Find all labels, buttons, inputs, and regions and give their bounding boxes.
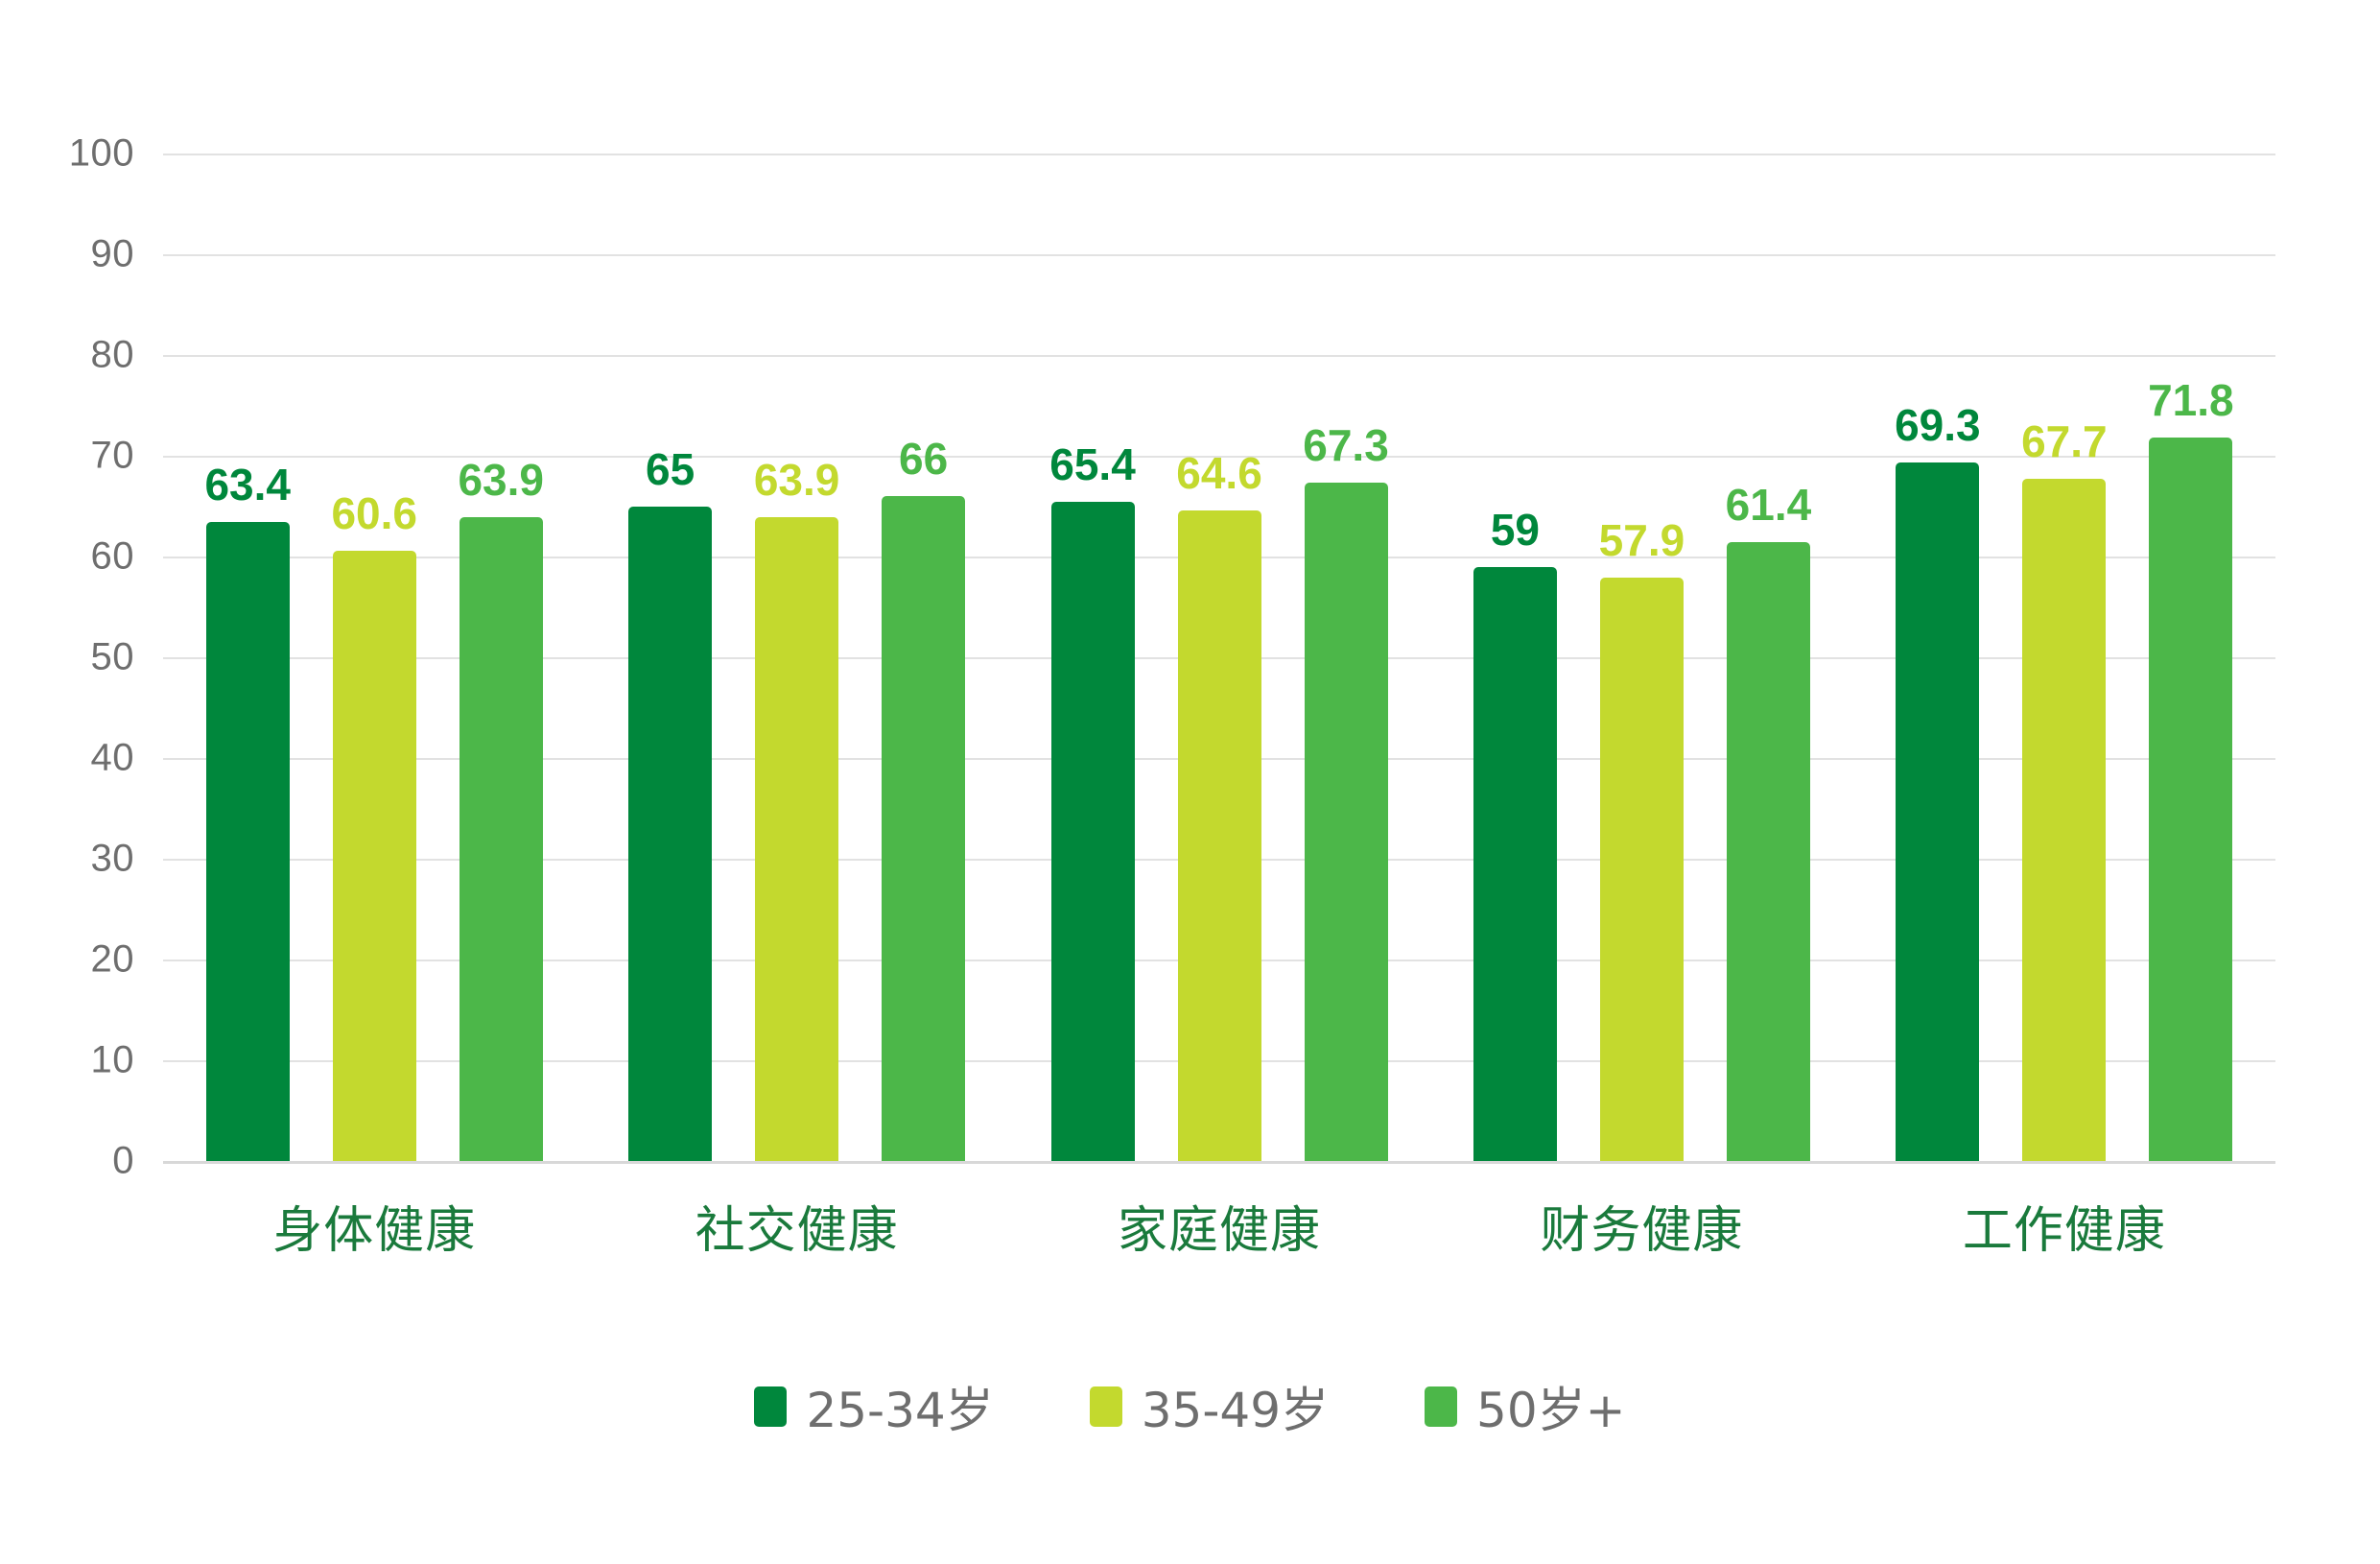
bar-column: 63.9 xyxy=(458,154,544,1161)
bar-value-label: 64.6 xyxy=(1176,447,1262,498)
chart-legend: 25-34岁 35-49岁 50岁+ xyxy=(0,1372,2380,1441)
bar-column: 69.3 xyxy=(1895,154,1981,1161)
bar-value-label: 61.4 xyxy=(1725,480,1812,531)
y-axis-tick-label: 70 xyxy=(90,434,134,477)
y-axis-tick-label: 80 xyxy=(90,333,134,376)
y-axis-tick-label: 40 xyxy=(90,736,134,779)
legend-swatch-icon xyxy=(1089,1386,1122,1427)
bar-column: 57.9 xyxy=(1598,154,1685,1161)
bar[interactable] xyxy=(205,522,290,1161)
bar[interactable] xyxy=(1473,566,1557,1161)
bar-groups: 63.4 60.6 63.9 65 63.9 66 65.4 64.6 67.3 59 57.9 61… xyxy=(163,154,2275,1161)
bar-column: 67.7 xyxy=(2021,154,2108,1161)
bar-group: 59 57.9 61.4 xyxy=(1430,154,1852,1161)
y-axis-tick-label: 20 xyxy=(90,937,134,981)
bar-value-label: 57.9 xyxy=(1598,515,1685,566)
legend-label: 25-34岁 xyxy=(806,1383,994,1438)
y-axis-tick-label: 100 xyxy=(68,131,134,175)
legend-item[interactable]: 35-49岁 xyxy=(1089,1372,1330,1441)
gridline xyxy=(163,456,2275,458)
bar-value-label: 69.3 xyxy=(1895,400,1981,451)
y-axis-tick-label: 30 xyxy=(90,837,134,880)
gridline xyxy=(163,154,2275,155)
x-axis-category-label: 家庭健康 xyxy=(1118,1202,1322,1260)
bar-value-label: 65.4 xyxy=(1049,439,1136,490)
y-axis-tick-label: 50 xyxy=(90,635,134,678)
bar-column: 67.3 xyxy=(1303,154,1389,1161)
y-axis-tick-label: 0 xyxy=(112,1139,134,1182)
bar-group: 69.3 67.7 71.8 xyxy=(1853,154,2275,1161)
bar[interactable] xyxy=(2149,438,2233,1161)
legend-label: 35-49岁 xyxy=(1141,1383,1330,1438)
legend-item[interactable]: 50岁+ xyxy=(1425,1372,1626,1441)
bar[interactable] xyxy=(755,517,839,1161)
bar-value-label: 59 xyxy=(1490,504,1541,555)
bar[interactable] xyxy=(1726,542,1810,1161)
gridline xyxy=(163,254,2275,256)
x-axis-category-label: 社交健康 xyxy=(695,1202,899,1260)
bar-value-label: 66 xyxy=(899,434,949,484)
bar[interactable] xyxy=(332,550,416,1161)
bar-group: 65 63.9 66 xyxy=(585,154,1007,1161)
bar-value-label: 63.4 xyxy=(204,460,291,510)
x-axis-category-labels: 身体健康 社交健康 家庭健康 财务健康 工作健康 xyxy=(163,1190,2275,1262)
bar-column: 63.9 xyxy=(753,154,840,1161)
bar[interactable] xyxy=(459,517,543,1161)
bar[interactable] xyxy=(1304,483,1388,1161)
bar-column: 71.8 xyxy=(2148,154,2234,1161)
bar-value-label: 71.8 xyxy=(2148,375,2234,426)
bar-value-label: 63.9 xyxy=(458,455,544,506)
gridline xyxy=(163,1161,2275,1164)
legend-label: 50岁+ xyxy=(1476,1383,1626,1438)
y-axis-tick-label: 10 xyxy=(90,1038,134,1081)
bar-value-label: 65 xyxy=(646,443,695,494)
bar-value-label: 63.9 xyxy=(753,455,840,506)
bar[interactable] xyxy=(1177,509,1261,1161)
bar-column: 63.4 xyxy=(204,154,291,1161)
bar[interactable] xyxy=(628,506,713,1161)
bar[interactable] xyxy=(1599,578,1684,1161)
bar-value-label: 67.7 xyxy=(2021,416,2108,467)
bar-group: 63.4 60.6 63.9 xyxy=(163,154,585,1161)
bar-column: 66 xyxy=(882,154,966,1161)
y-axis-tick-label: 90 xyxy=(90,232,134,275)
bar-column: 65.4 xyxy=(1049,154,1136,1161)
y-axis-tick-label: 60 xyxy=(90,534,134,578)
legend-swatch-icon xyxy=(754,1386,788,1427)
bar-column: 60.6 xyxy=(331,154,417,1161)
bar[interactable] xyxy=(1896,462,1980,1161)
y-axis: 0 10 20 30 40 50 60 70 80 90 100 xyxy=(0,132,134,1182)
legend-swatch-icon xyxy=(1425,1386,1458,1427)
bar-value-label: 60.6 xyxy=(331,487,417,538)
bar-column: 61.4 xyxy=(1725,154,1812,1161)
bar[interactable] xyxy=(882,496,966,1161)
legend-item[interactable]: 25-34岁 xyxy=(754,1372,994,1441)
bar[interactable] xyxy=(2022,479,2107,1161)
bar-column: 59 xyxy=(1473,154,1557,1161)
gridline xyxy=(163,355,2275,357)
bar-value-label: 67.3 xyxy=(1303,420,1389,471)
bar-column: 64.6 xyxy=(1176,154,1262,1161)
bar-group: 65.4 64.6 67.3 xyxy=(1008,154,1430,1161)
bar-column: 65 xyxy=(628,154,713,1161)
bar[interactable] xyxy=(1050,502,1135,1161)
x-axis-category-label: 财务健康 xyxy=(1540,1202,1744,1260)
x-axis-category-label: 身体健康 xyxy=(272,1202,477,1260)
x-axis-category-label: 工作健康 xyxy=(1962,1202,2166,1260)
